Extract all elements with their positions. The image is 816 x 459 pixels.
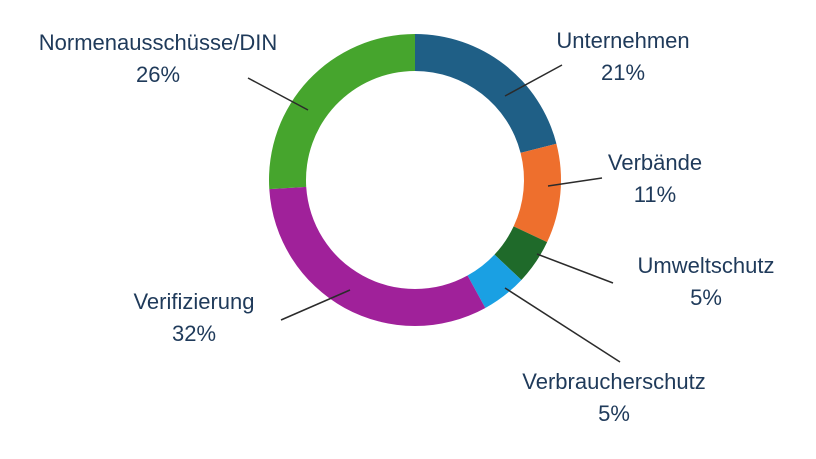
- leader-line: [247, 77, 309, 111]
- slice-value-label: 32%: [172, 321, 216, 346]
- leader-line: [504, 287, 621, 363]
- slice-verbraucherschutz: [467, 254, 522, 308]
- slice-normenausschüsse-din: [269, 34, 415, 190]
- slice-verifizierung: [269, 186, 486, 327]
- slice-umweltschutz: [494, 226, 548, 280]
- slice-value-label: 5%: [690, 285, 722, 310]
- slice-name-label: Verbände: [608, 150, 702, 175]
- slice-name-label: Verifizierung: [133, 289, 254, 314]
- leader-line: [547, 177, 603, 187]
- slice-value-label: 5%: [598, 401, 630, 426]
- slice-unternehmen: [415, 34, 557, 153]
- slice-labels: Unternehmen 21% Verbände 11% Umweltschutz 5% V…: [39, 28, 775, 426]
- slice-name-label: Normenausschüsse/DIN: [39, 30, 277, 55]
- slice-verbände: [513, 143, 561, 243]
- slice-name-label: Unternehmen: [556, 28, 689, 53]
- donut-slices: [269, 34, 561, 327]
- slice-value-label: 11%: [634, 182, 676, 207]
- slice-value-label: 26%: [136, 62, 180, 87]
- slice-value-label: 21%: [601, 60, 645, 85]
- leader-line: [280, 289, 351, 321]
- leader-line: [536, 253, 614, 284]
- slice-name-label: Verbraucherschutz: [522, 369, 705, 394]
- leader-lines: [247, 64, 621, 363]
- slice-name-label: Umweltschutz: [638, 253, 775, 278]
- leader-line: [504, 64, 563, 97]
